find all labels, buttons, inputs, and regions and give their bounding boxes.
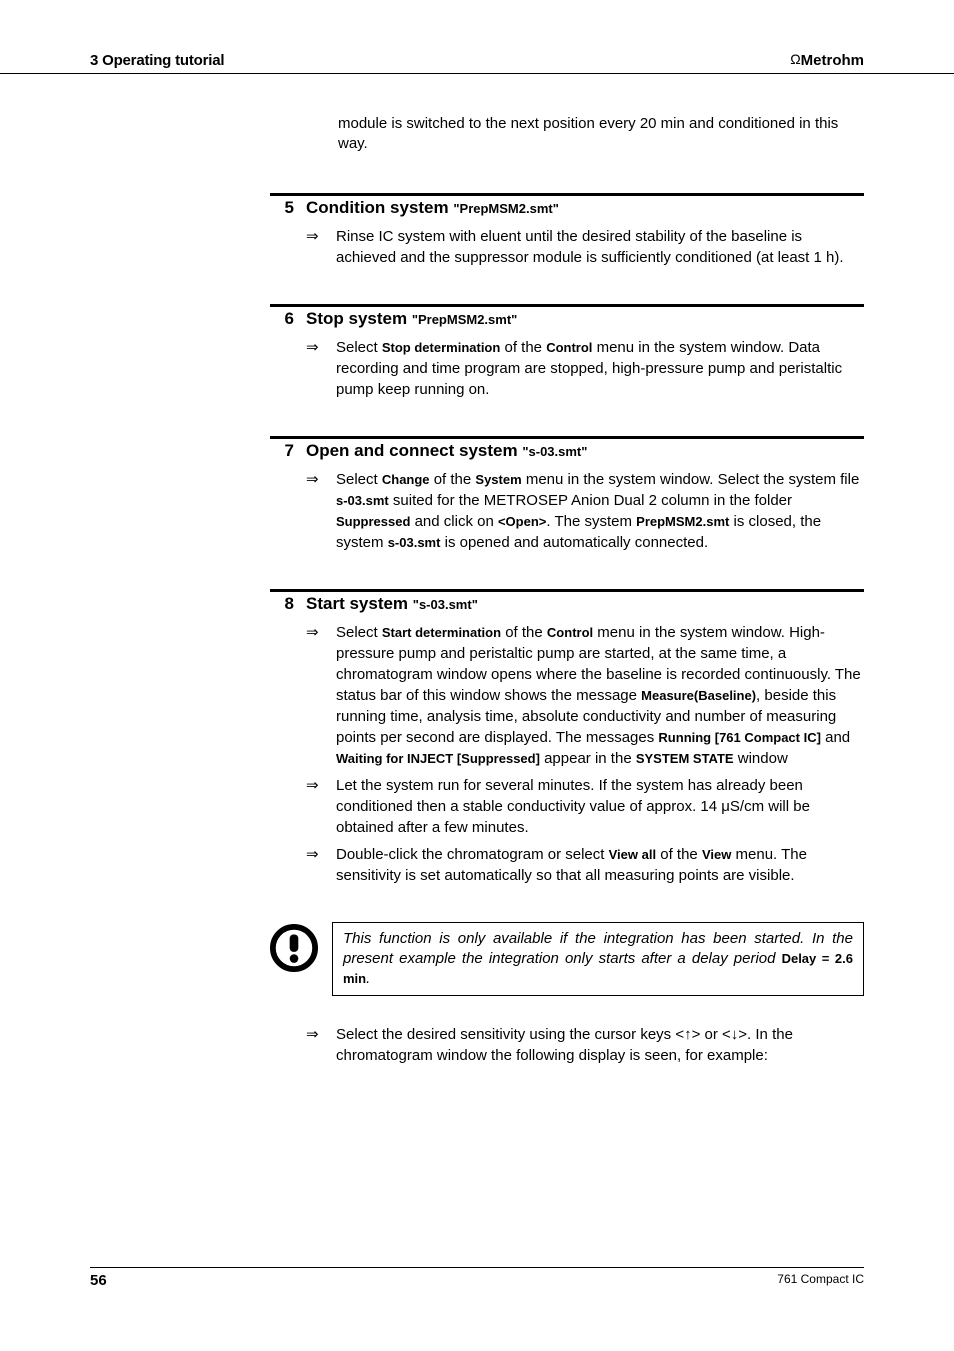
bullet-text: Double-click the chromatogram or select … [336, 844, 864, 886]
step-title: Condition system "PrepMSM2.smt" [306, 198, 559, 218]
bullet-text: Select Stop determination of the Control… [336, 337, 864, 400]
list-item: ⇒Let the system run for several minutes.… [306, 775, 864, 838]
step-number: 8 [270, 594, 306, 614]
arrow-icon: ⇒ [306, 469, 336, 553]
arrow-icon: ⇒ [306, 1024, 336, 1066]
step: 7Open and connect system "s-03.smt" ⇒Sele… [270, 436, 864, 553]
bullet-text: Select Change of the System menu in the … [336, 469, 864, 553]
doc-name: 761 Compact IC [777, 1272, 864, 1289]
list-item: ⇒Select Stop determination of the Contro… [306, 337, 864, 400]
after-note-bullet: ⇒ Select the desired sensitivity using t… [270, 1024, 864, 1066]
step-body: ⇒Select Start determination of the Contr… [306, 622, 864, 886]
step-header: 7Open and connect system "s-03.smt" [270, 441, 864, 461]
page-number: 56 [90, 1272, 107, 1289]
step-number: 7 [270, 441, 306, 461]
list-item: ⇒Select Start determination of the Contr… [306, 622, 864, 769]
step-title: Stop system "PrepMSM2.smt" [306, 309, 517, 329]
bullet-text: Select Start determination of the Contro… [336, 622, 864, 769]
step-number: 6 [270, 309, 306, 329]
intro-paragraph: module is switched to the next position … [338, 114, 864, 155]
bullet-text: Rinse IC system with eluent until the de… [336, 226, 864, 268]
page-header: 3 Operating tutorial ΩMetrohm [0, 0, 954, 74]
step: 5Condition system "PrepMSM2.smt" ⇒Rinse I… [270, 193, 864, 268]
note-block: This function is only available if the i… [270, 922, 864, 997]
list-item: ⇒Select Change of the System menu in the… [306, 469, 864, 553]
arrow-icon: ⇒ [306, 844, 336, 886]
page-content: module is switched to the next position … [0, 114, 954, 1066]
arrow-icon: ⇒ [306, 337, 336, 400]
step-header: 5Condition system "PrepMSM2.smt" [270, 198, 864, 218]
section-title: 3 Operating tutorial [90, 52, 224, 69]
bullet-text: Let the system run for several minutes. … [336, 775, 864, 838]
bullet-text: Select the desired sensitivity using the… [336, 1024, 864, 1066]
list-item: ⇒Rinse IC system with eluent until the d… [306, 226, 864, 268]
step-body: ⇒Select Stop determination of the Contro… [306, 337, 864, 400]
step-rule [270, 436, 864, 439]
step-body: ⇒Select Change of the System menu in the… [306, 469, 864, 553]
step-title: Open and connect system "s-03.smt" [306, 441, 587, 461]
caution-icon [270, 924, 318, 972]
list-item: ⇒Double-click the chromatogram or select… [306, 844, 864, 886]
step-header: 8Start system "s-03.smt" [270, 594, 864, 614]
arrow-icon: ⇒ [306, 775, 336, 838]
page-footer: 56 761 Compact IC [90, 1267, 864, 1289]
step-rule [270, 193, 864, 196]
step-rule [270, 304, 864, 307]
arrow-icon: ⇒ [306, 226, 336, 268]
note-text: This function is only available if the i… [332, 922, 864, 997]
step-body: ⇒Rinse IC system with eluent until the d… [306, 226, 864, 268]
list-item: ⇒ Select the desired sensitivity using t… [306, 1024, 864, 1066]
arrow-icon: ⇒ [306, 622, 336, 769]
step-header: 6Stop system "PrepMSM2.smt" [270, 309, 864, 329]
step: 6Stop system "PrepMSM2.smt" ⇒Select Stop … [270, 304, 864, 400]
brand-name: Metrohm [801, 52, 864, 69]
step-rule [270, 589, 864, 592]
brand: ΩMetrohm [790, 52, 864, 69]
step-number: 5 [270, 198, 306, 218]
step: 8Start system "s-03.smt"⇒Select Start de… [270, 589, 864, 886]
step-title: Start system "s-03.smt" [306, 594, 478, 614]
brand-symbol: Ω [790, 51, 800, 67]
